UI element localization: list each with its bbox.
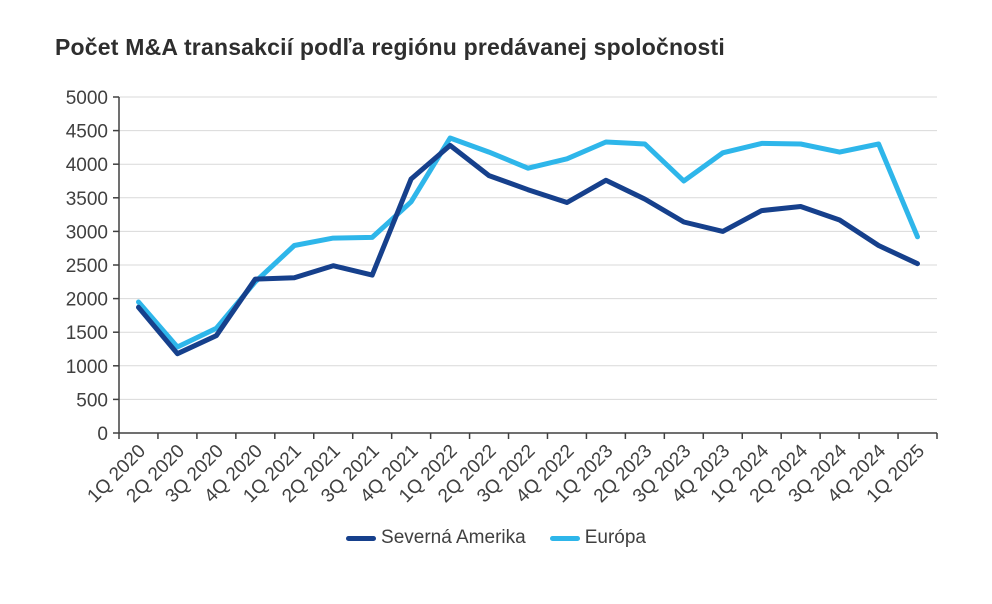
- y-axis-label: 4500: [66, 122, 108, 143]
- chart-title: Počet M&A transakcií podľa regiónu predá…: [55, 34, 725, 60]
- y-axis-label: 0: [97, 424, 108, 445]
- legend-label: Európa: [584, 527, 646, 548]
- y-axis-label: 500: [76, 390, 108, 411]
- series-line-severna-amerika: [136, 142, 920, 357]
- y-axis-label: 5000: [66, 88, 108, 109]
- y-axis-label: 4000: [66, 155, 108, 176]
- legend: Severná Amerika Európa: [0, 527, 992, 549]
- y-axis-label: 3500: [66, 189, 108, 210]
- legend-label: Severná Amerika: [381, 527, 526, 548]
- legend-swatch-navy-line-icon: [346, 535, 377, 541]
- y-axis-label: 2500: [66, 256, 108, 277]
- y-axis-label: 3000: [66, 222, 108, 243]
- y-axis-label: 1000: [66, 357, 108, 378]
- legend-swatch-cyan-line-icon: [549, 535, 580, 541]
- series-line-europa: [136, 135, 920, 350]
- y-axis-label: 2000: [66, 290, 108, 311]
- legend-item-severna-amerika: Severná Amerika: [346, 527, 526, 549]
- y-axis-label: 1500: [66, 323, 108, 344]
- legend-item-europa: Európa: [549, 527, 646, 549]
